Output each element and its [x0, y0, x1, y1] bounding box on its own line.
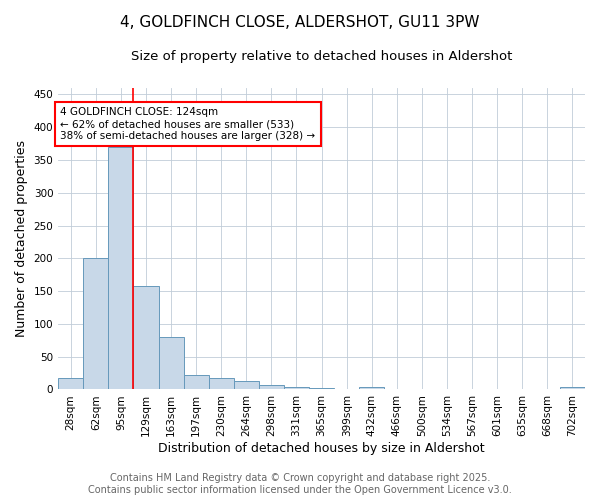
Title: Size of property relative to detached houses in Aldershot: Size of property relative to detached ho… [131, 50, 512, 63]
Bar [83, 258, 109, 390]
Bar [309, 388, 334, 390]
Text: 4, GOLDFINCH CLOSE, ALDERSHOT, GU11 3PW: 4, GOLDFINCH CLOSE, ALDERSHOT, GU11 3PW [120, 15, 480, 30]
Bar [184, 375, 209, 390]
Bar [109, 147, 133, 390]
Bar [133, 286, 158, 390]
Bar [284, 387, 309, 390]
Text: Contains HM Land Registry data © Crown copyright and database right 2025.
Contai: Contains HM Land Registry data © Crown c… [88, 474, 512, 495]
Bar [560, 388, 585, 390]
Bar [209, 378, 234, 390]
Bar [259, 385, 284, 390]
Text: 4 GOLDFINCH CLOSE: 124sqm
← 62% of detached houses are smaller (533)
38% of semi: 4 GOLDFINCH CLOSE: 124sqm ← 62% of detac… [60, 108, 315, 140]
X-axis label: Distribution of detached houses by size in Aldershot: Distribution of detached houses by size … [158, 442, 485, 455]
Y-axis label: Number of detached properties: Number of detached properties [15, 140, 28, 337]
Bar [359, 388, 385, 390]
Bar [58, 378, 83, 390]
Bar [158, 337, 184, 390]
Bar [234, 381, 259, 390]
